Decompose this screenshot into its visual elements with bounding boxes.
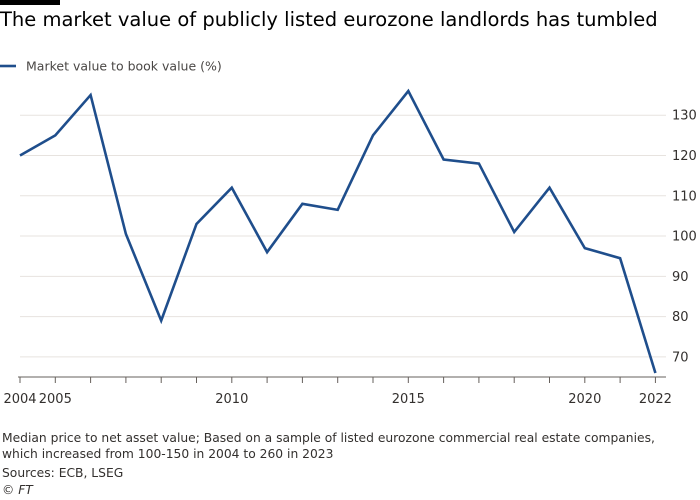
- x-tick-label-2004: 2004: [3, 392, 36, 407]
- x-tick-label-2020: 2020: [568, 392, 601, 407]
- y-tick-label-130: 130: [672, 109, 697, 124]
- y-tick-label-70: 70: [672, 350, 689, 365]
- brand-bar: [0, 0, 60, 5]
- line-chart: 70 80 90 100 110 120 130 2004 2005 2010 2015 2020 20…: [0, 59, 697, 407]
- chart-title: The market value of publicly listed euro…: [0, 8, 658, 31]
- series-line-0: [19, 88, 657, 374]
- legend-label-0: Market value to book value (%): [26, 59, 222, 74]
- chart-credit: © FT: [2, 483, 33, 497]
- y-tick-label-80: 80: [672, 310, 689, 325]
- y-tick-label-110: 110: [672, 189, 697, 204]
- chart-source: Sources: ECB, LSEG: [2, 466, 124, 480]
- x-tick-label-2005: 2005: [39, 392, 72, 407]
- y-tick-label-100: 100: [672, 230, 697, 245]
- y-tick-label-120: 120: [672, 149, 697, 164]
- x-tick-label-2010: 2010: [215, 392, 248, 407]
- x-tick-label-2015: 2015: [392, 392, 425, 407]
- x-tick-label-2022: 2022: [639, 392, 672, 407]
- y-tick-label-90: 90: [672, 270, 689, 285]
- chart-footnote: Median price to net asset value; Based o…: [2, 431, 655, 461]
